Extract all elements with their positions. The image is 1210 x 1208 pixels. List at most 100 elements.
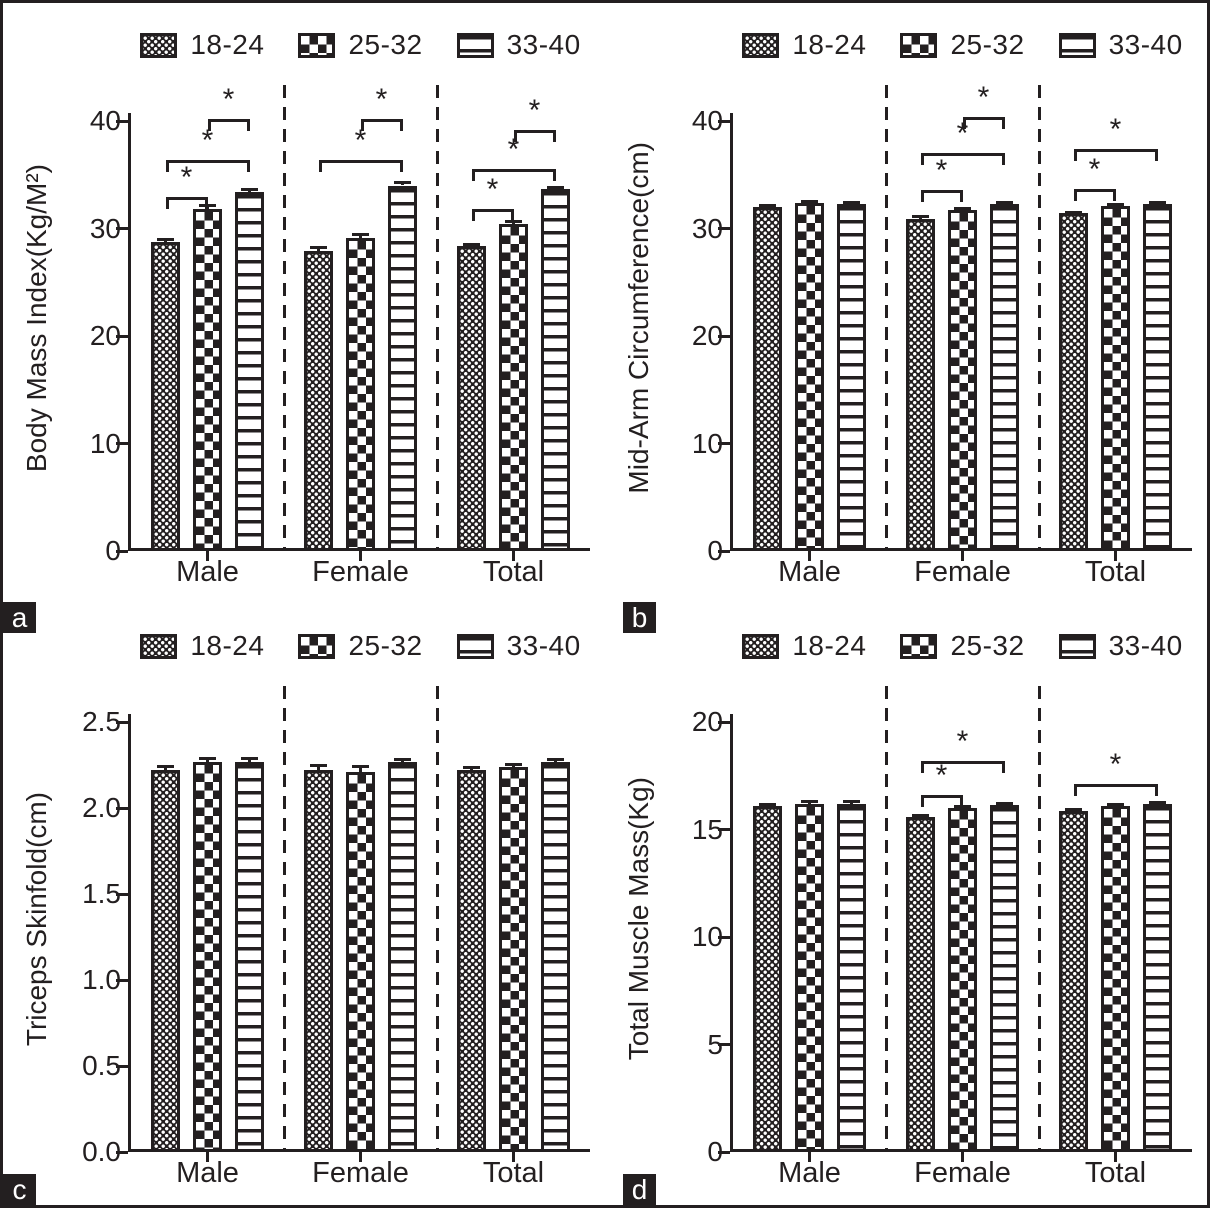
y-tick-label: 40 [691,105,723,136]
group-label-total: Total [1084,556,1147,588]
bar-female-33-40 [990,203,1019,551]
bracket-end [552,169,556,182]
bracket-end [1001,116,1005,129]
bracket-end [165,159,169,172]
y-tick-label: 10 [89,427,121,459]
x-tick-mark [359,1150,362,1162]
bar-male-25-32 [795,202,824,551]
error-bar [164,766,167,771]
dashed-separator [1037,686,1041,1150]
y-axis-tick-labels: 0 10 20 30 40 [659,85,727,566]
y-axis-label-wrap: Total Muscle Mass(Kg) [615,686,663,1152]
bracket-end [959,189,963,202]
error-bar-cap [310,764,327,768]
dashed-separator [435,85,439,549]
bracket-end [1001,153,1005,166]
bracket-end [1154,148,1158,161]
panel-letter-d: d [623,1174,656,1205]
y-tick-label: 30 [691,212,723,244]
bracket-end [920,189,924,202]
legend-swatch-hlines [1058,633,1096,659]
legend-item: 18-24 [140,630,264,662]
y-tick-label: 20 [691,706,723,737]
error-bar-cap [241,757,258,761]
y-axis-label: Mid-Arm Circumference(cm) [623,142,654,494]
legend-item: 18-24 [140,29,264,61]
y-tick-mark [116,978,128,982]
legend-swatch-hlines [456,32,494,58]
y-axis-line [729,113,733,551]
error-bar [206,205,209,210]
legend-swatch-checker [900,633,938,659]
group-label-male: Male [176,1157,239,1189]
legend-label: 25-32 [348,29,423,60]
group-label-male: Male [176,556,239,588]
error-bar-cap [912,813,929,817]
y-tick-label: 0 [707,535,723,566]
error-bar [359,234,362,239]
significance-asterisk: * [507,133,520,167]
legend-swatch-dots [742,32,780,58]
error-bar [317,247,320,252]
significance-bracket [1073,784,1158,788]
error-bar-cap [759,802,776,806]
error-bar-cap [394,757,411,761]
y-axis-tick-labels: 0 5 10 15 20 [659,686,727,1167]
error-bar [512,764,515,768]
error-bar-cap [996,801,1013,805]
bracket-end [1001,760,1005,773]
error-bar-cap [801,199,818,203]
error-bar [1156,802,1159,806]
significance-asterisk: * [354,123,367,157]
legend-label: 18-24 [792,630,867,661]
legend-swatch-checker [298,633,336,659]
error-bar-cap [505,220,522,223]
panel-b: 18-24 25-32 33-40 Mid-Arm Circumference(cm)… [605,3,1207,633]
legend-label: 25-32 [950,29,1025,60]
error-bar-cap [843,201,860,205]
bar-male-18-24 [151,242,180,551]
legend-item: 25-32 [900,630,1024,662]
y-tick-label: 1.0 [82,964,121,995]
error-bar-cap [801,800,818,804]
error-bar [359,766,362,772]
y-tick-mark [116,442,128,445]
group-label-female: Female [312,556,409,588]
x-tick-mark [206,549,209,561]
x-tick-mark [961,549,964,561]
bracket-end [920,153,924,166]
y-tick-mark [718,334,730,338]
legend-swatch-dots [140,32,178,58]
error-bar [554,187,557,191]
bar-male-33-40 [837,803,866,1152]
legend-item: 18-24 [742,29,866,61]
legend-label: 33-40 [506,630,581,661]
legend: 18-24 25-32 33-40 [131,624,590,668]
legend-swatch-checker [298,32,336,58]
bar-total-33-40 [1143,203,1172,551]
legend-item: 33-40 [456,29,581,61]
error-bar [961,806,964,810]
y-axis-tick-labels: 0.0 0.5 1.0 1.5 2.0 2.5 [57,686,125,1167]
legend: 18-24 25-32 33-40 [733,624,1192,668]
legend-swatch-hlines [456,633,494,659]
x-tick-mark [512,549,515,561]
error-bar-cap [1065,210,1082,214]
y-tick-mark [116,892,128,896]
error-bar-cap [463,242,480,246]
bar-male-18-24 [753,207,782,551]
significance-bracket [360,118,403,122]
bar-male-25-32 [193,761,222,1152]
error-bar [1156,202,1159,206]
bracket-end [962,116,966,129]
y-tick-mark [718,227,730,230]
error-bar-cap [759,203,776,207]
bracket-end [360,118,364,131]
y-tick-mark [718,119,730,123]
error-bar [1072,809,1075,813]
error-bar [766,804,769,808]
bracket-end [318,159,322,172]
error-bar-cap [954,207,971,211]
group-label-male: Male [778,556,841,588]
y-tick-mark [718,1043,730,1046]
